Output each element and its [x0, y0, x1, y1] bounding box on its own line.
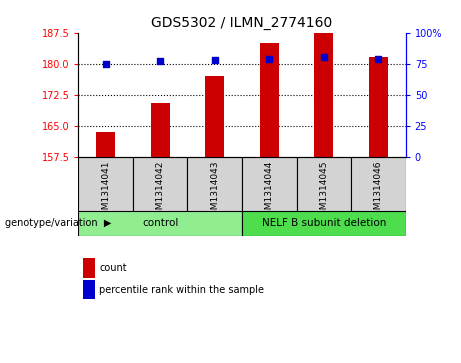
Text: GSM1314045: GSM1314045 — [319, 161, 328, 221]
Text: genotype/variation  ▶: genotype/variation ▶ — [5, 219, 111, 228]
Point — [375, 56, 382, 62]
Point — [320, 54, 327, 60]
Bar — [96, 132, 115, 156]
Bar — [78, 156, 133, 211]
Text: GSM1314041: GSM1314041 — [101, 161, 110, 221]
Bar — [151, 103, 170, 156]
Bar — [133, 156, 188, 211]
Text: GSM1314042: GSM1314042 — [156, 161, 165, 221]
Point — [102, 61, 109, 66]
Bar — [242, 211, 406, 236]
Text: GSM1314046: GSM1314046 — [374, 161, 383, 221]
Point — [211, 57, 219, 63]
Point — [157, 58, 164, 64]
Bar — [260, 43, 279, 156]
Bar — [369, 57, 388, 156]
Text: count: count — [99, 263, 127, 273]
Bar — [205, 76, 225, 156]
Bar — [188, 156, 242, 211]
Bar — [296, 156, 351, 211]
Bar — [242, 156, 296, 211]
Point — [266, 56, 273, 62]
Bar — [351, 156, 406, 211]
Bar — [314, 33, 333, 156]
Text: GSM1314043: GSM1314043 — [210, 161, 219, 221]
Text: GSM1314044: GSM1314044 — [265, 161, 274, 221]
Text: control: control — [142, 219, 178, 228]
Bar — [78, 211, 242, 236]
Text: NELF B subunit deletion: NELF B subunit deletion — [262, 219, 386, 228]
Title: GDS5302 / ILMN_2774160: GDS5302 / ILMN_2774160 — [151, 16, 333, 30]
Text: percentile rank within the sample: percentile rank within the sample — [99, 285, 264, 295]
